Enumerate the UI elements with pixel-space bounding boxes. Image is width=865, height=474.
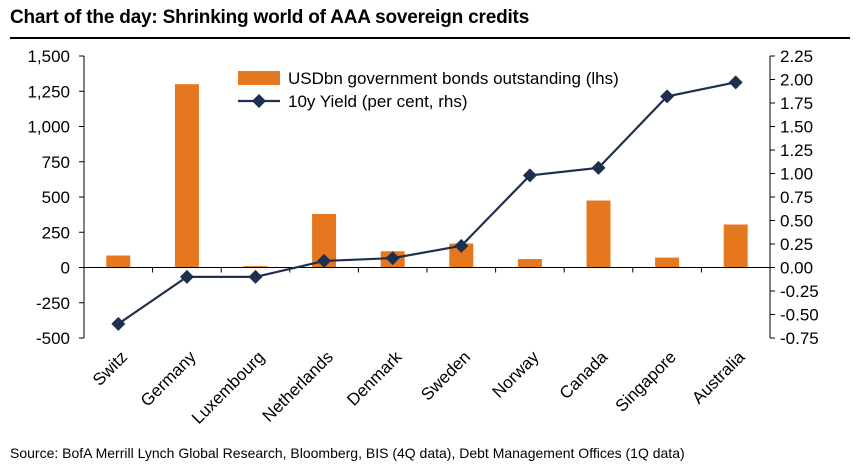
left-axis-tick-label: 0 — [61, 259, 70, 278]
legend-bar-label: USDbn government bonds outstanding (lhs) — [288, 69, 619, 88]
left-axis-tick-label: 1,500 — [27, 47, 70, 66]
yield-marker-norway — [522, 168, 537, 183]
left-axis-tick-label: 750 — [42, 153, 70, 172]
yield-marker-sweden — [454, 238, 469, 253]
left-axis-tick-label: 250 — [42, 223, 70, 242]
right-axis-tick-label: 1.75 — [780, 94, 813, 113]
left-axis-tick-label: 500 — [42, 188, 70, 207]
right-axis-tick-label: 1.00 — [780, 165, 813, 184]
category-label: Canada — [556, 347, 612, 403]
right-axis-tick-label: 2.00 — [780, 71, 813, 90]
category-label: Luxembourg — [188, 347, 268, 427]
bar-australia — [723, 224, 748, 268]
right-axis-tick-label: 0.50 — [780, 212, 813, 231]
category-label: Norway — [489, 347, 544, 402]
right-axis-tick-label: -0.75 — [780, 329, 819, 348]
bar-switz — [106, 255, 131, 268]
left-axis-tick-label: 1,000 — [27, 118, 70, 137]
category-label: Sweden — [417, 347, 474, 404]
bar-canada — [586, 200, 611, 268]
yield-marker-netherlands — [317, 253, 332, 268]
yield-marker-singapore — [660, 89, 675, 104]
left-axis-tick-label: -500 — [36, 329, 70, 348]
category-label: Singapore — [612, 347, 680, 415]
source-note: Source: BofA Merrill Lynch Global Resear… — [10, 445, 685, 461]
yield-marker-australia — [728, 75, 743, 90]
chart-title: Chart of the day: Shrinking world of AAA… — [10, 7, 530, 28]
bar-sweden — [449, 243, 474, 268]
right-axis-tick-label: 2.25 — [780, 47, 813, 66]
right-axis-tick-label: 0.00 — [780, 259, 813, 278]
right-axis-tick-label: 1.25 — [780, 141, 813, 160]
title-underline — [10, 37, 850, 39]
yield-marker-luxembourg — [248, 269, 263, 284]
category-label: Switz — [89, 347, 131, 389]
yield-marker-canada — [591, 160, 606, 175]
bar-germany — [174, 84, 199, 268]
yield-marker-switz — [111, 316, 126, 331]
right-axis-tick-label: 0.25 — [780, 235, 813, 254]
category-label: Germany — [137, 347, 200, 410]
legend-line-label: 10y Yield (per cent, rhs) — [288, 92, 468, 111]
right-axis-tick-label: 0.75 — [780, 188, 813, 207]
category-label: Netherlands — [259, 347, 337, 425]
plot-area: 1,500 1,250 1,000 750 500 250 0 -250 -500 2.25 2.0… — [27, 47, 818, 428]
bar-norway — [517, 259, 542, 268]
category-label: Denmark — [343, 347, 406, 410]
bar-singapore — [655, 257, 680, 268]
yield-marker-denmark — [385, 251, 400, 266]
combo-chart: 1,500 1,250 1,000 750 500 250 0 -250 -500 2.25 2.0… — [27, 47, 818, 428]
legend-bar-swatch — [238, 71, 280, 85]
yield-marker-germany — [179, 269, 194, 284]
left-axis-tick-label: 1,250 — [27, 82, 70, 101]
category-label: Australia — [688, 347, 749, 408]
left-axis-tick-label: -250 — [36, 294, 70, 313]
right-axis-tick-label: 1.50 — [780, 118, 813, 137]
right-axis-tick-label: -0.25 — [780, 282, 819, 301]
yield-line — [117, 81, 736, 325]
bar-luxembourg — [243, 266, 268, 268]
legend-line-marker — [252, 94, 266, 108]
right-axis-tick-label: -0.50 — [780, 306, 819, 325]
